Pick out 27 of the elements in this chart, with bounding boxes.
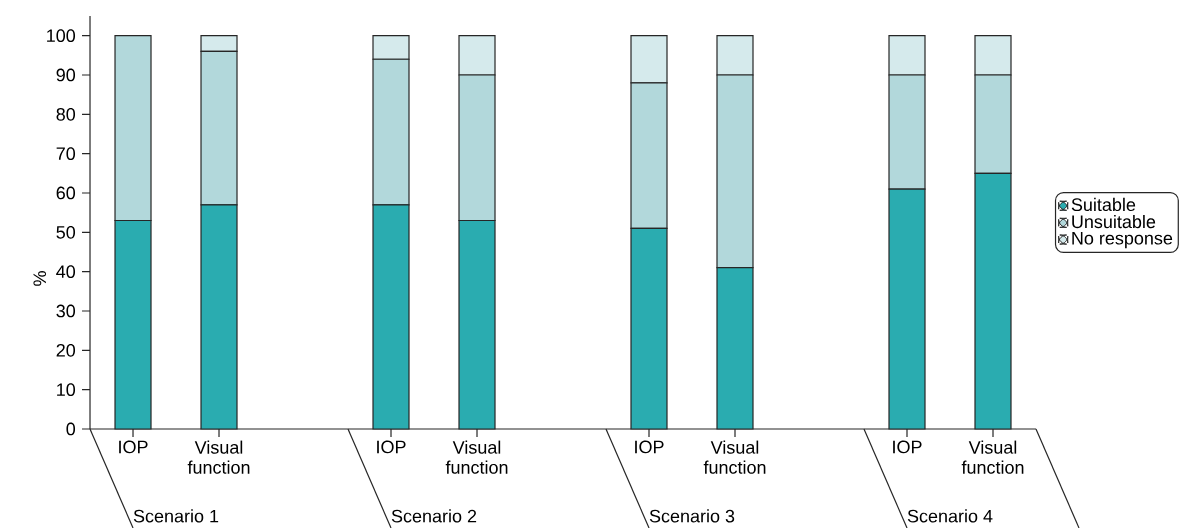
legend-label: Unsuitable (1072, 214, 1156, 229)
y-axis-title: % (33, 271, 47, 286)
y-tick-label: 90 (56, 68, 76, 82)
y-tick-label: 100 (47, 29, 76, 43)
y-tick-label: 30 (56, 304, 76, 318)
x-tick-label: Visual function (961, 440, 1024, 474)
x-tick-label: IOP (893, 440, 922, 454)
y-tick-label: 70 (56, 147, 76, 161)
x-tick-label: IOP (119, 440, 148, 454)
text: Scenario 1 (133, 509, 219, 523)
text: Scenario 2 (391, 509, 477, 523)
y-tick-label: 20 (56, 343, 76, 357)
legend-label: No response (1072, 232, 1173, 249)
text: Scenario 4 (907, 509, 993, 523)
x-tick-label: Visual function (445, 440, 508, 474)
y-tick-label: 0 (66, 422, 76, 436)
text: Scenario 3 (649, 509, 735, 523)
x-tick-label: Visual function (187, 440, 250, 474)
y-tick-label: 40 (56, 265, 76, 279)
legend-label: Suitable (1071, 197, 1136, 212)
y-tick-label: 60 (56, 186, 76, 200)
x-tick-label: IOP (635, 440, 664, 454)
y-tick-label: 50 (56, 225, 76, 239)
y-tick-label: 80 (56, 107, 76, 121)
x-tick-label: Visual function (703, 440, 766, 474)
x-tick-label: IOP (377, 440, 406, 454)
y-tick-label: 10 (57, 383, 76, 397)
